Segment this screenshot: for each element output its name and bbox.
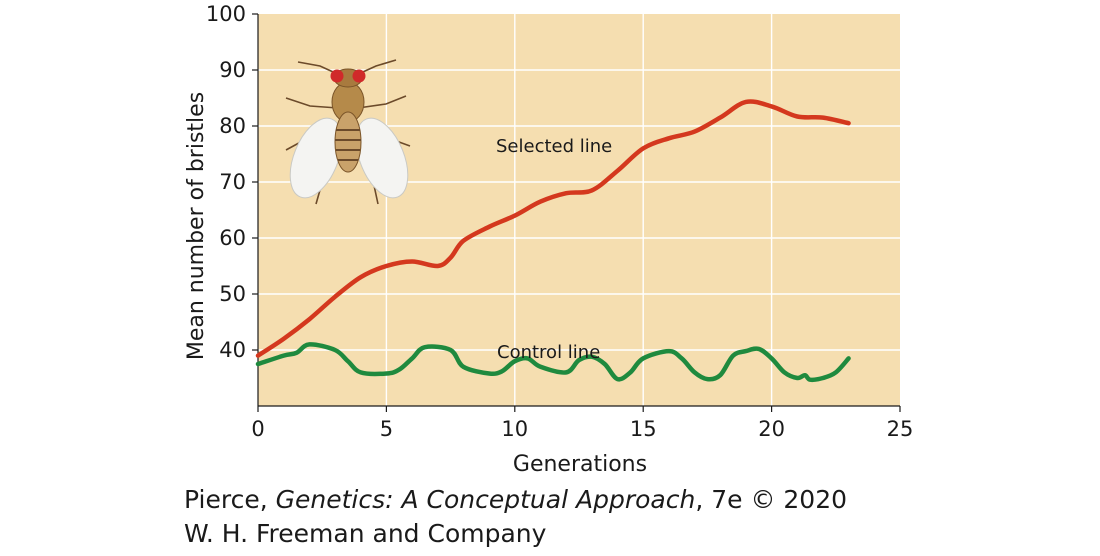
y-tick-label: 40 [219,338,246,362]
x-tick-label: 0 [251,417,264,441]
selected-line-label: Selected line [496,136,612,157]
x-tick-label: 10 [501,417,528,441]
series-layer [255,99,851,383]
control-line-label: Control line [497,342,600,363]
credit-edition: , 7e © 2020 [695,485,848,514]
tick-labels: 0 5 10 15 20 25 40 50 60 70 80 90 100 [206,2,913,441]
credit-line-1: Pierce, Genetics: A Conceptual Approach,… [184,485,847,514]
credit-book-title: Genetics: A Conceptual Approach [275,485,696,514]
y-tick-label: 100 [206,2,246,26]
y-tick-label: 80 [219,114,246,138]
x-tick-label: 5 [380,417,393,441]
credit-line-2: W. H. Freeman and Company [184,519,547,548]
x-tick-label: 25 [887,417,914,441]
axes [257,14,900,407]
x-tick-label: 15 [630,417,657,441]
y-tick-label: 50 [219,282,246,306]
credit-author: Pierce, [184,485,276,514]
x-axis-title: Generations [513,452,647,477]
fruit-fly-illustration [285,59,411,205]
y-axis-title: Mean number of bristles [184,92,209,360]
y-tick-label: 70 [219,170,246,194]
plot-area [258,14,900,406]
y-tick-label: 90 [219,58,246,82]
control-line-series [255,342,851,383]
y-tick-label: 60 [219,226,246,250]
x-tick-label: 20 [758,417,785,441]
selected-line-series [255,99,851,358]
